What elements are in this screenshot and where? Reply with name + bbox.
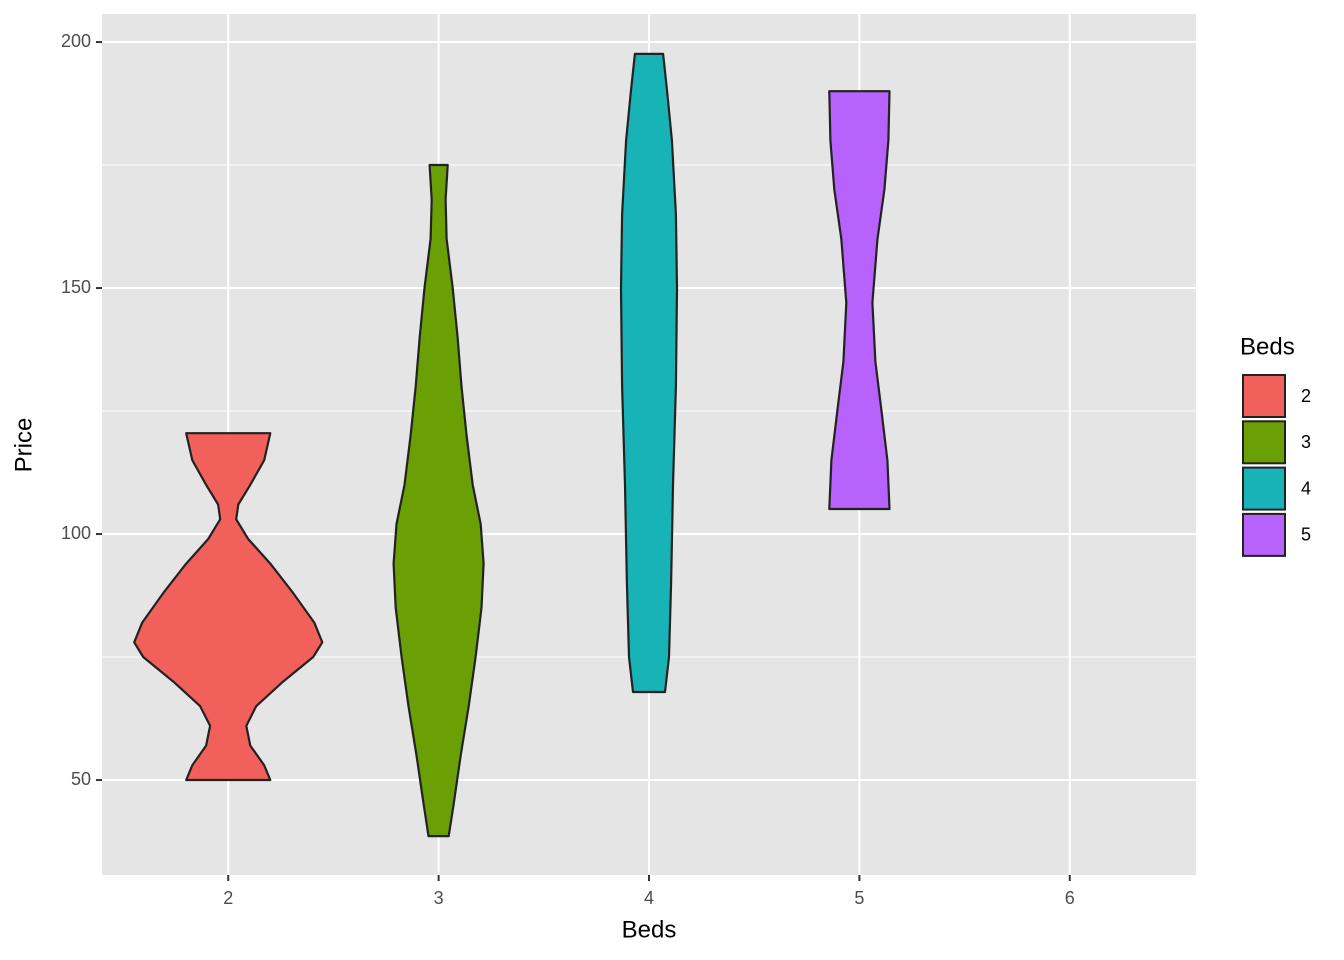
x-tick-label: 4 (644, 888, 654, 908)
x-tick-label: 6 (1065, 888, 1075, 908)
x-tick-label: 5 (854, 888, 864, 908)
legend-title: Beds (1240, 333, 1295, 360)
x-tick-label: 2 (223, 888, 233, 908)
violin (619, 52, 679, 694)
legend-key (1242, 512, 1286, 557)
violin (828, 90, 891, 511)
legend-label: 4 (1301, 478, 1311, 498)
y-tick-label: 150 (61, 277, 91, 297)
y-tick-label: 50 (71, 769, 91, 789)
legend-key (1242, 420, 1286, 465)
legend-label: 5 (1301, 525, 1311, 545)
y-tick-label: 100 (61, 523, 91, 543)
legend-label: 2 (1301, 386, 1311, 406)
legend-key (1242, 466, 1286, 511)
legend-key (1242, 374, 1286, 418)
violin (133, 432, 324, 782)
legend-label: 3 (1301, 432, 1311, 452)
violin (392, 163, 485, 838)
x-tick-label: 3 (434, 888, 444, 908)
x-axis-title: Beds (622, 916, 677, 943)
y-axis-title: Price (10, 418, 37, 473)
y-tick-label: 200 (61, 31, 91, 51)
